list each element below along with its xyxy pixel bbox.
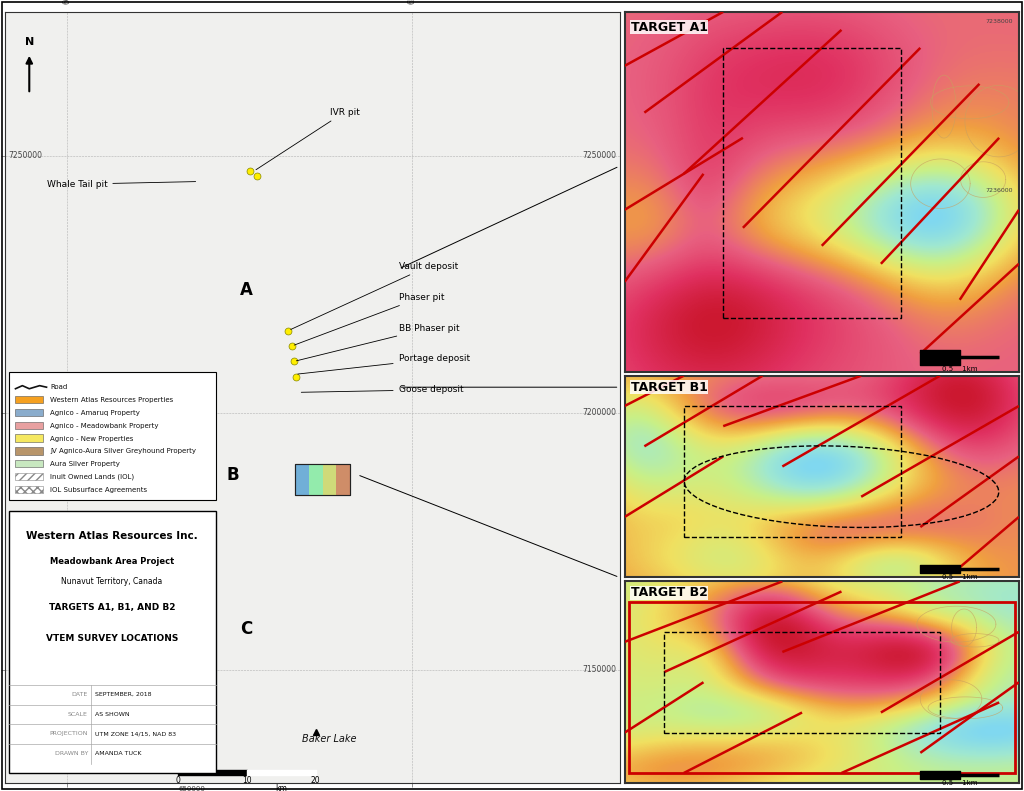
Text: km: km	[275, 784, 287, 791]
Text: SCALE: SCALE	[68, 712, 88, 717]
Text: 7200000: 7200000	[582, 408, 616, 418]
Bar	[15, 473, 43, 480]
Bar	[8, 372, 216, 500]
Text: AMANDA TUCK: AMANDA TUCK	[95, 751, 141, 755]
Text: TARGET B2: TARGET B2	[631, 586, 708, 600]
Text: Meadowbank Area Project: Meadowbank Area Project	[50, 557, 174, 566]
Text: Inuit Owned Lands (IOL): Inuit Owned Lands (IOL)	[50, 474, 134, 480]
Text: JV Agnico-Aura Silver Greyhound Property: JV Agnico-Aura Silver Greyhound Property	[50, 448, 196, 455]
Text: TARGET A1: TARGET A1	[631, 21, 708, 34]
Bar	[295, 464, 309, 495]
Text: Phaser pit: Phaser pit	[294, 293, 444, 345]
Text: IVR pit: IVR pit	[256, 108, 359, 170]
Text: Agnico - New Properties: Agnico - New Properties	[50, 436, 133, 441]
Text: VTEM SURVEY LOCATIONS: VTEM SURVEY LOCATIONS	[46, 634, 178, 643]
Bar	[629, 601, 1015, 773]
Bar	[309, 464, 323, 495]
Text: TARGET B1: TARGET B1	[631, 380, 708, 394]
Bar	[15, 448, 43, 455]
Text: UTM ZONE 14/15, NAD 83: UTM ZONE 14/15, NAD 83	[95, 731, 176, 736]
Text: DATE: DATE	[72, 692, 88, 697]
Text: IOL Subsurface Agreements: IOL Subsurface Agreements	[50, 487, 147, 493]
Text: Western Atlas Resources Inc.: Western Atlas Resources Inc.	[27, 531, 198, 541]
Text: Nunavut Territory, Canada: Nunavut Territory, Canada	[61, 577, 163, 586]
Text: 7250000: 7250000	[582, 151, 616, 161]
Text: N: N	[25, 37, 34, 47]
Text: 7236000: 7236000	[985, 187, 1013, 193]
Text: 0.5    1km: 0.5 1km	[942, 366, 978, 373]
Text: 650000: 650000	[178, 785, 205, 791]
Text: 7238000: 7238000	[985, 19, 1013, 24]
Bar	[15, 486, 43, 493]
Text: 20: 20	[311, 776, 321, 785]
Text: Road: Road	[50, 384, 68, 390]
Text: 0.5    1km: 0.5 1km	[942, 574, 978, 581]
Text: Agnico - Amaruq Property: Agnico - Amaruq Property	[50, 410, 140, 416]
Text: Portage deposit: Portage deposit	[298, 354, 470, 374]
Bar	[323, 464, 337, 495]
Text: Agnico - Meadowbank Property: Agnico - Meadowbank Property	[50, 422, 159, 429]
Text: Western Atlas Resources Properties: Western Atlas Resources Properties	[50, 397, 173, 403]
Text: 634000: 634000	[731, 379, 755, 384]
Bar	[337, 464, 350, 495]
Text: TARGETS A1, B1, AND B2: TARGETS A1, B1, AND B2	[49, 603, 175, 612]
Text: 7250000: 7250000	[8, 151, 43, 161]
Text: PROJECTION: PROJECTION	[49, 731, 88, 736]
Text: 7200000: 7200000	[8, 408, 43, 418]
Text: 10: 10	[242, 776, 252, 785]
Text: Aura Silver Property: Aura Silver Property	[50, 461, 120, 467]
Text: 0: 0	[175, 776, 180, 785]
Bar	[15, 434, 43, 441]
Bar	[8, 510, 216, 773]
Text: Goose deposit: Goose deposit	[301, 385, 463, 395]
Text: Baker Lake: Baker Lake	[302, 734, 356, 744]
Text: 635000: 635000	[869, 379, 893, 384]
Text: C: C	[241, 620, 253, 638]
Text: Whale Tail pit: Whale Tail pit	[46, 180, 196, 189]
Text: A: A	[241, 281, 253, 298]
Bar	[295, 464, 350, 495]
Text: 7150000: 7150000	[582, 665, 616, 675]
Bar	[295, 464, 350, 495]
Bar	[15, 409, 43, 416]
Bar	[15, 396, 43, 403]
Text: DRAWN BY: DRAWN BY	[54, 751, 88, 755]
Text: BB Phaser pit: BB Phaser pit	[296, 324, 459, 361]
Text: B: B	[226, 466, 240, 483]
Bar	[15, 422, 43, 429]
Text: AS SHOWN: AS SHOWN	[95, 712, 129, 717]
Text: 0.5    1km: 0.5 1km	[942, 780, 978, 786]
Bar	[15, 460, 43, 467]
Text: 650000: 650000	[408, 0, 417, 4]
Text: SEPTEMBER, 2018: SEPTEMBER, 2018	[95, 692, 152, 697]
Text: 7150000: 7150000	[8, 665, 43, 675]
Text: Vault deposit: Vault deposit	[291, 262, 458, 330]
Text: 600000: 600000	[62, 0, 72, 4]
